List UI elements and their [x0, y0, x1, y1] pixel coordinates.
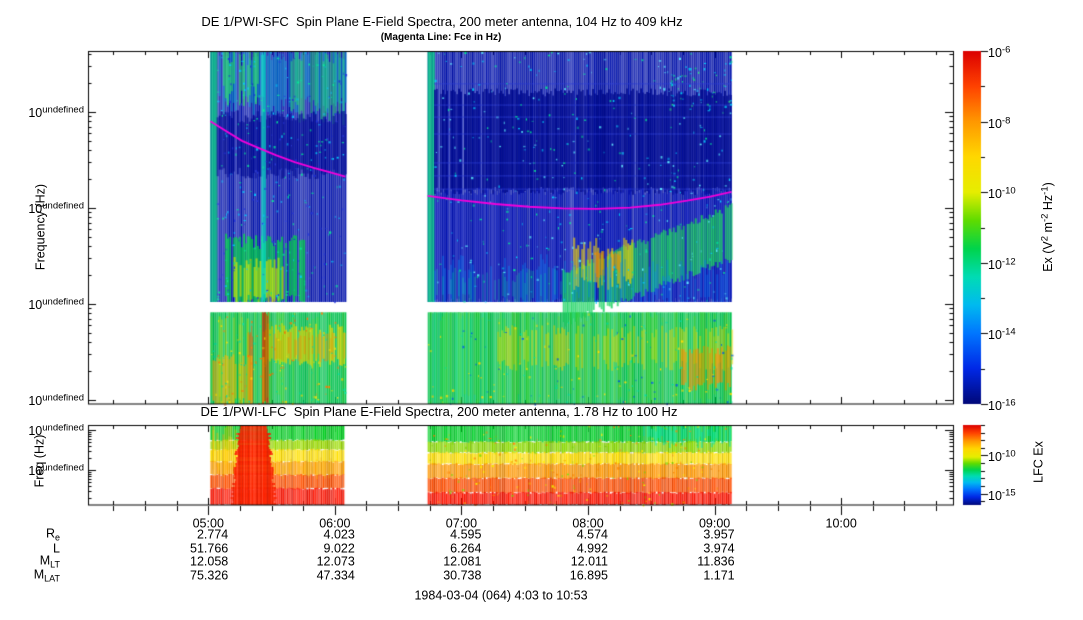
ephemeris-value: 30.738 — [443, 567, 482, 582]
time-tick-label: 09:00 — [698, 515, 731, 530]
lfc-colorbar-canvas — [962, 422, 996, 510]
colorbar-tick-label: 10-14 — [988, 327, 1016, 343]
ytick-label: 10undefined — [28, 200, 84, 217]
page-title: DE 1/PWI-SFC Spin Plane E-Field Spectra,… — [201, 14, 683, 30]
lfc-colorbar-label: LFC Ex — [1031, 441, 1046, 483]
ephemeris-value: 12.081 — [443, 554, 482, 569]
sfc-panel-canvas — [87, 50, 955, 406]
ephemeris-value: 12.011 — [570, 554, 608, 569]
lfc-y-axis-label: Freq (Hz) — [32, 434, 47, 488]
time-axis-canvas — [80, 505, 970, 519]
ephemeris-row-label: L — [53, 540, 60, 555]
colorbar-tick-label: 10-6 — [988, 44, 1011, 61]
ytick-label: 10undefined — [28, 462, 84, 479]
ephemeris-value: 12.073 — [316, 554, 355, 569]
ephemeris-value: 1.171 — [703, 567, 735, 582]
ephemeris-value: 4.574 — [576, 527, 608, 542]
ephemeris-value: 11.836 — [697, 554, 735, 569]
sfc-y-axis-label: Frequency (Hz) — [33, 183, 48, 271]
colorbar-tick-label: 10-8 — [988, 115, 1011, 131]
ephemeris-row-label: MLAT — [33, 566, 60, 583]
lfc-panel-title: DE 1/PWI-LFC Spin Plane E-Field Spectra,… — [200, 404, 678, 420]
ytick-label: 10undefined — [28, 422, 84, 439]
colorbar-tick-label: 10-10 — [988, 449, 1016, 465]
ytick-label: 10undefined — [28, 392, 84, 409]
time-tick-label: 06:00 — [319, 515, 351, 530]
colorbar-tick-label: 10-16 — [988, 397, 1016, 414]
ephemeris-value: 9.022 — [323, 540, 355, 555]
ephemeris-value: 51.766 — [190, 540, 229, 555]
colorbar-tick-label: 10-15 — [988, 487, 1016, 503]
ephemeris-value: 3.957 — [703, 527, 735, 542]
ephemeris-value: 2.774 — [196, 527, 229, 542]
ephemeris-value: 4.595 — [450, 527, 482, 542]
ytick-label: 10undefined — [28, 104, 84, 121]
time-tick-label: 05:00 — [192, 515, 224, 530]
ephemeris-row-label: MLT — [39, 553, 60, 570]
ephemeris-value: 12.058 — [190, 554, 229, 569]
time-tick-label: 10:00 — [825, 515, 857, 530]
sfc-colorbar-label: Ex (V2 m-2 Hz-1) — [1039, 182, 1056, 272]
ephemeris-value: 4.023 — [323, 527, 355, 542]
time-tick-label: 07:00 — [445, 515, 478, 530]
ephemeris-value: 6.264 — [450, 540, 482, 555]
ephemeris-value: 16.895 — [569, 567, 608, 582]
colorbar-tick-label: 10-10 — [988, 185, 1016, 202]
sfc-colorbar-canvas — [962, 48, 996, 410]
ephemeris-value: 75.326 — [190, 567, 229, 582]
subtitle-fce-note: (Magenta Line: Fce in Hz) — [380, 31, 502, 43]
ephemeris-value: 3.974 — [703, 540, 735, 555]
ytick-label: 10undefined — [28, 296, 84, 313]
time-tick-label: 08:00 — [572, 515, 604, 530]
ephemeris-row-label: Re — [45, 526, 60, 543]
lfc-panel-canvas — [87, 424, 955, 508]
ephemeris-value: 4.992 — [576, 540, 608, 555]
colorbar-tick-label: 10-12 — [988, 256, 1016, 272]
ephemeris-value: 47.334 — [316, 567, 355, 582]
footer-date-range: 1984-03-04 (064) 4:03 to 10:53 — [414, 588, 588, 603]
